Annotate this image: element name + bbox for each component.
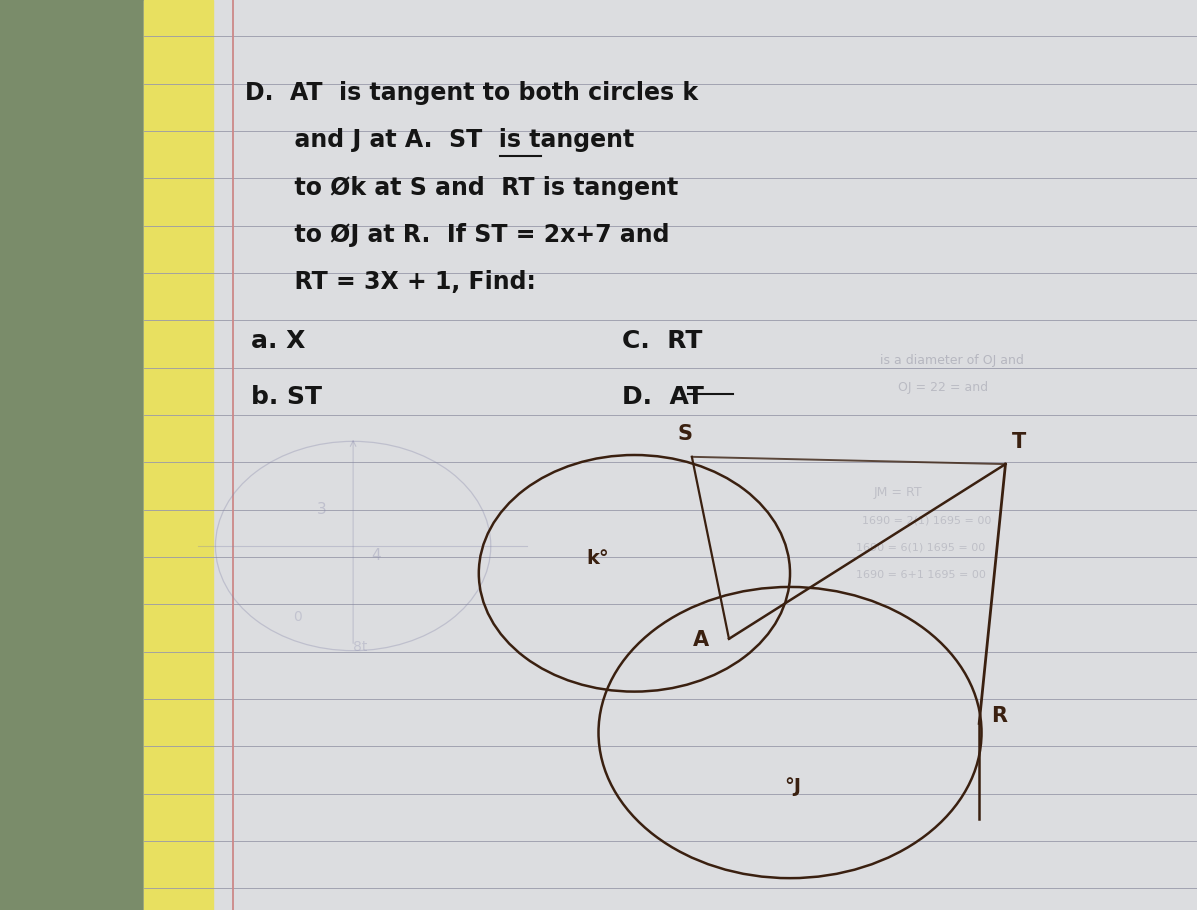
Text: and J at A.  ST  is tangent: and J at A. ST is tangent xyxy=(245,128,634,152)
Text: R: R xyxy=(991,705,1007,725)
Text: 8t: 8t xyxy=(353,640,367,653)
Text: to ØJ at R.  If ST = 2x+7 and: to ØJ at R. If ST = 2x+7 and xyxy=(245,223,670,247)
Text: to Øk at S and  RT is tangent: to Øk at S and RT is tangent xyxy=(245,176,679,199)
Text: RT = 3X + 1, Find:: RT = 3X + 1, Find: xyxy=(245,270,536,294)
Text: T: T xyxy=(1011,431,1026,451)
Text: 3: 3 xyxy=(317,502,327,517)
Bar xyxy=(144,0,213,910)
Text: 1690 = 6+1 1695 = 00: 1690 = 6+1 1695 = 00 xyxy=(856,570,986,580)
Text: °J: °J xyxy=(784,777,801,795)
Text: a. X: a. X xyxy=(251,329,305,352)
Bar xyxy=(144,0,1197,910)
Text: OJ = 22 = and: OJ = 22 = and xyxy=(898,381,988,394)
Text: D.  AT  is tangent to both circles k: D. AT is tangent to both circles k xyxy=(245,81,699,105)
Text: 1690 = 2(1) 1695 = 00: 1690 = 2(1) 1695 = 00 xyxy=(862,515,991,525)
Text: 0: 0 xyxy=(293,610,302,623)
Text: 4: 4 xyxy=(371,548,381,562)
Text: A: A xyxy=(693,630,709,650)
Text: S: S xyxy=(678,424,693,444)
Text: C.  RT: C. RT xyxy=(622,329,703,352)
Text: b. ST: b. ST xyxy=(251,385,322,409)
Text: JM = RT: JM = RT xyxy=(874,486,923,499)
Text: is a diameter of OJ and: is a diameter of OJ and xyxy=(880,354,1023,367)
Text: 1690 = 6(1) 1695 = 00: 1690 = 6(1) 1695 = 00 xyxy=(856,542,985,552)
Text: k°: k° xyxy=(587,550,609,568)
Text: D.  AT: D. AT xyxy=(622,385,704,409)
